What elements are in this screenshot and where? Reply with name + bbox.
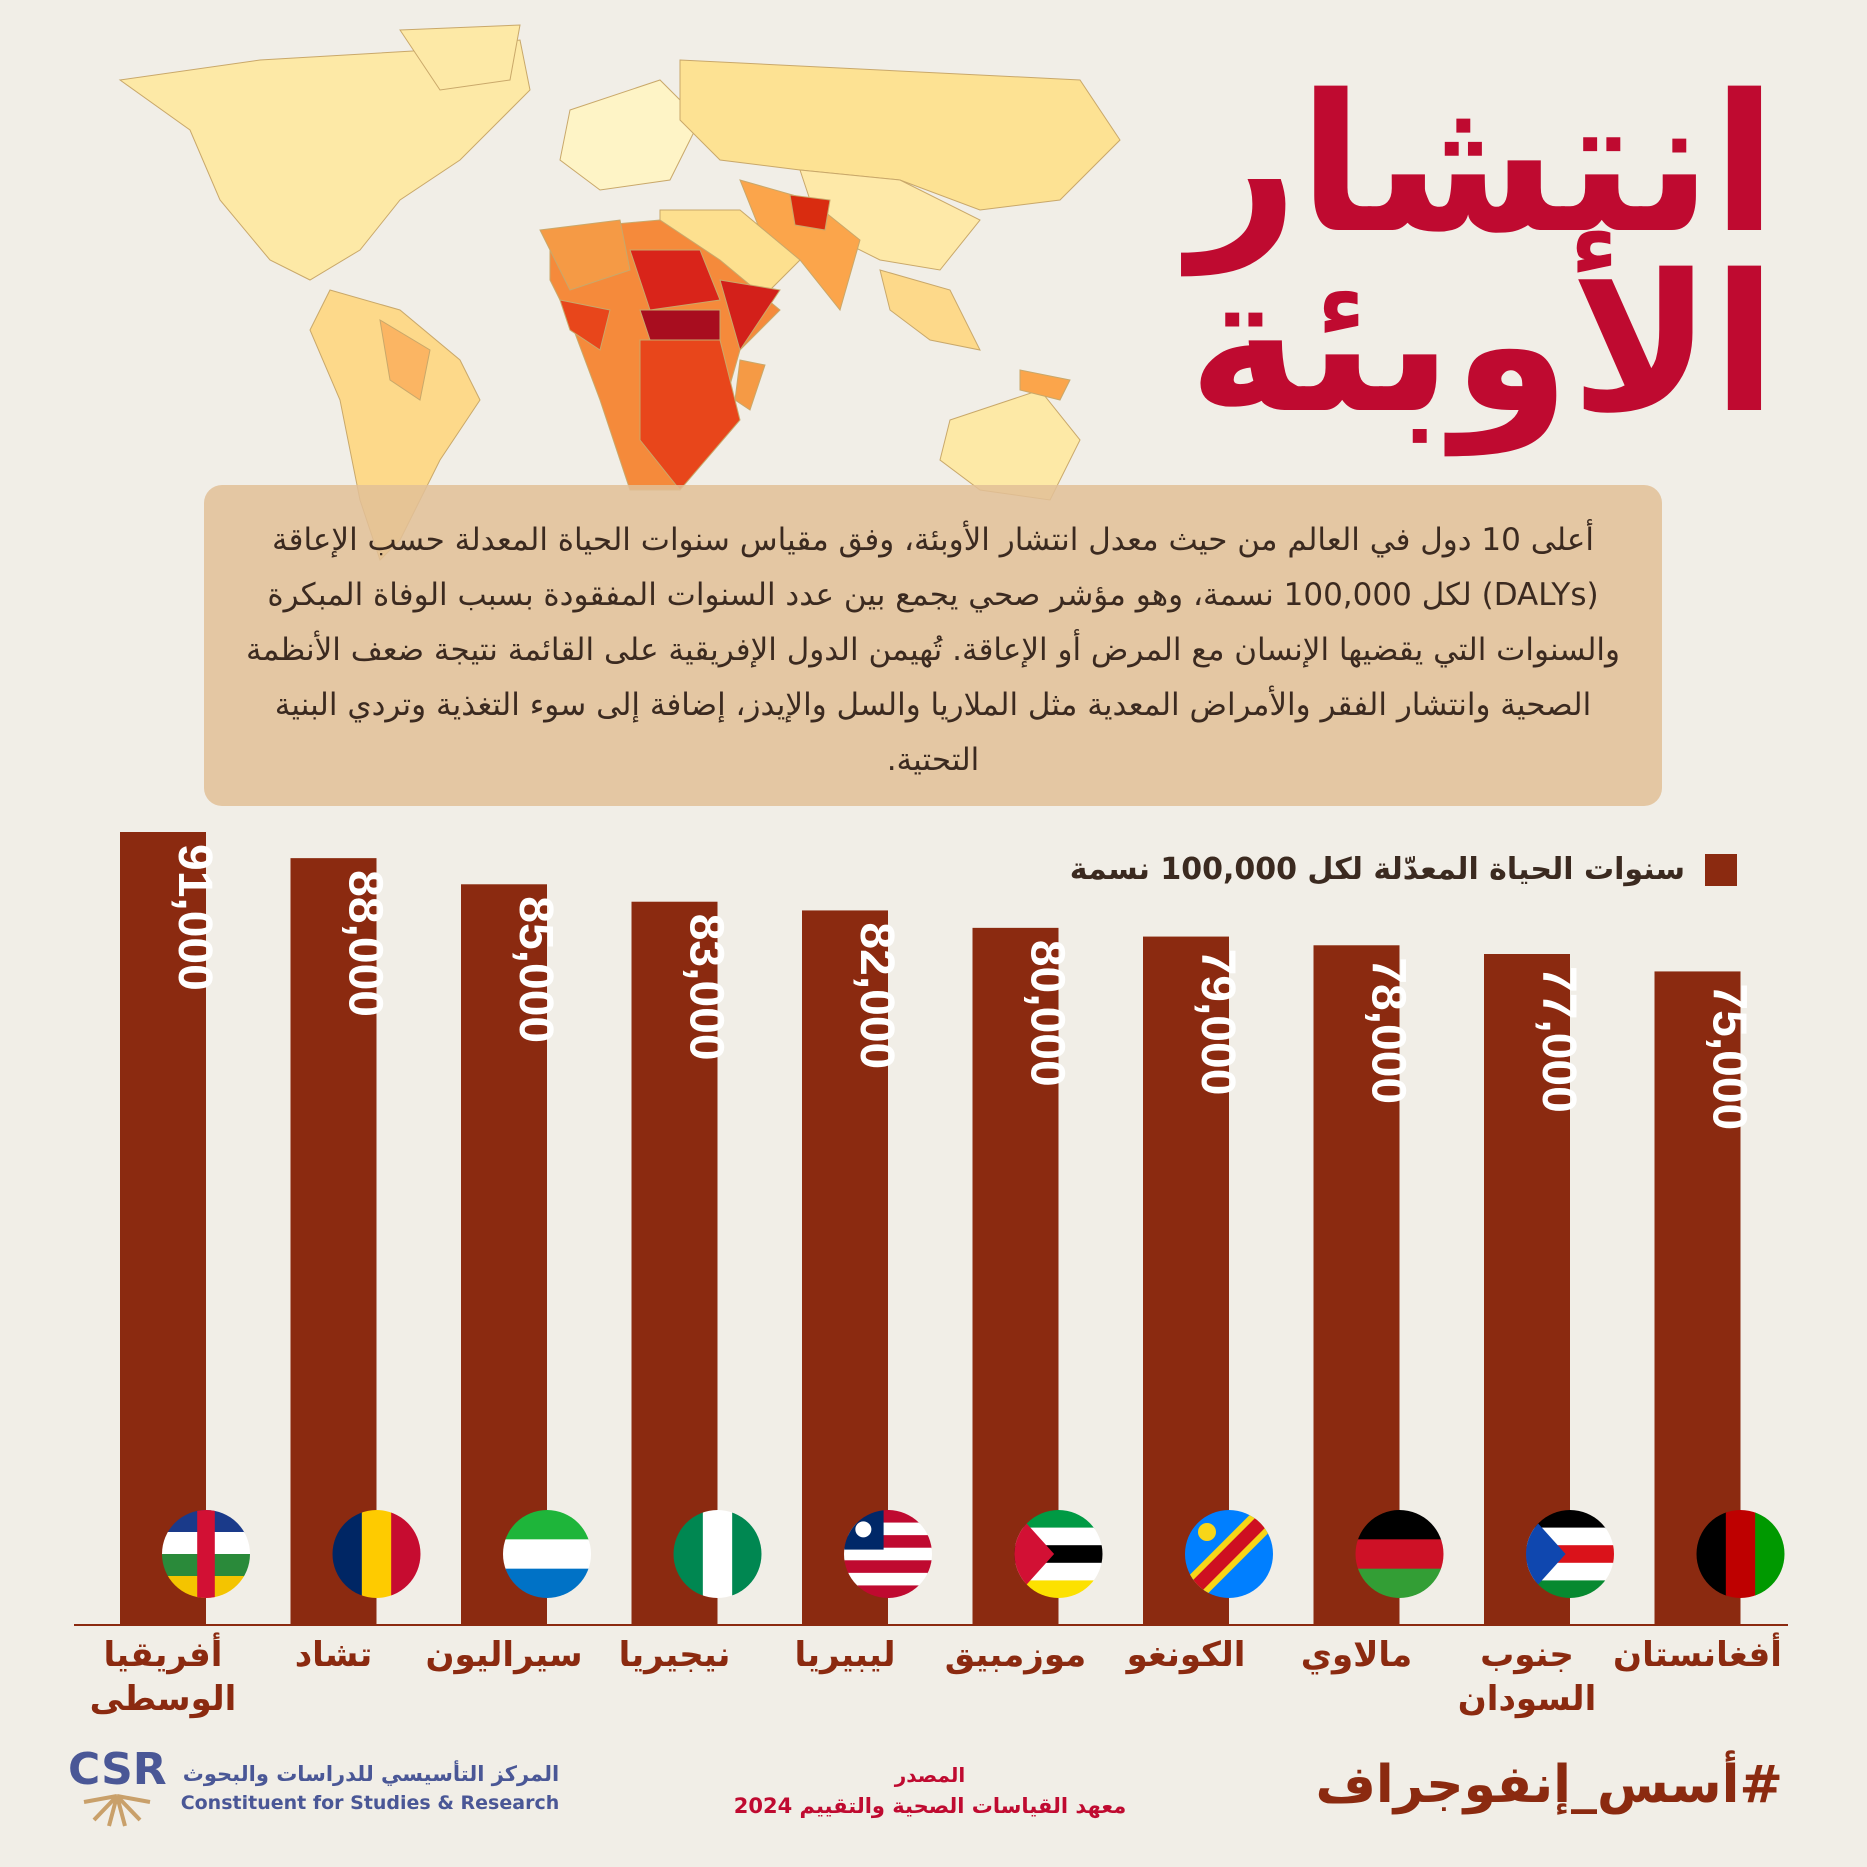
x-tick-label: جنوب السودان — [1457, 1635, 1597, 1719]
org-name-arabic: المركز التأسيسي للدراسات والبحوث — [182, 1762, 560, 1786]
world-map — [118, 24, 1121, 561]
bar-value-label: 75,000 — [1703, 983, 1756, 1130]
bar-value-label: 79,000 — [1191, 949, 1244, 1096]
csr-logo-mark: CSR — [68, 1748, 167, 1828]
bar-value-label: 80,000 — [1021, 940, 1074, 1087]
hashtag: #أسس_إنفوجراف — [1315, 1755, 1783, 1815]
bar-value-label: 82,000 — [850, 922, 903, 1069]
bar — [461, 884, 547, 1625]
source-name: معهد القياسات الصحية والتقييم 2024 — [733, 1794, 1127, 1818]
bar — [1313, 945, 1400, 1625]
bar-value-label: 77,000 — [1532, 966, 1585, 1113]
afghanistan-flag-icon — [1696, 1510, 1785, 1598]
south-sudan-flag-icon — [1526, 1510, 1614, 1598]
x-tick-label: أفغانستان — [1613, 1635, 1782, 1675]
source-label: المصدر — [894, 1763, 966, 1787]
title-line-1: انتشار — [1188, 54, 1777, 275]
logo: CSR المركز التأسيسي للدراسات والبحوث Con… — [68, 1748, 559, 1828]
bar — [631, 901, 718, 1625]
title-line-2: الأوبئة — [1188, 234, 1777, 455]
bar — [290, 858, 377, 1625]
bar-value-label: 83,000 — [680, 914, 733, 1061]
bar — [802, 910, 888, 1625]
x-tick-label: مالاوي — [1300, 1635, 1413, 1675]
x-tick-label: الكونغو — [1126, 1635, 1246, 1675]
bar-value-label: 88,000 — [339, 870, 392, 1017]
x-tick-label: ليبيريا — [794, 1635, 896, 1675]
bar-value-label: 91,000 — [168, 844, 221, 991]
bar-value-label: 78,000 — [1362, 957, 1415, 1104]
nigeria-flag-icon — [673, 1510, 762, 1598]
bar — [972, 927, 1059, 1625]
central-african-republic-flag-icon — [162, 1510, 250, 1598]
legend-label: سنوات الحياة المعدّلة لكل 100,000 نسمة — [1069, 852, 1685, 887]
chad-flag-icon — [332, 1510, 421, 1598]
bar-value-label: 85,000 — [509, 896, 562, 1043]
description-box: أعلى 10 دول في العالم من حيث معدل انتشار… — [204, 485, 1662, 806]
x-tick-label: نيجيريا — [618, 1635, 731, 1675]
dr-congo-flag-icon — [1185, 1510, 1273, 1598]
legend: سنوات الحياة المعدّلة لكل 100,000 نسمة — [1070, 852, 1737, 887]
org-name-english: Constituent for Studies & Research — [180, 1792, 560, 1814]
x-tick-label: سيراليون — [425, 1635, 583, 1675]
x-tick-label: تشاد — [294, 1635, 373, 1675]
bar — [1143, 936, 1229, 1625]
x-tick-label: أفريقيا الوسطى — [89, 1635, 237, 1719]
legend-swatch — [1705, 853, 1737, 886]
x-tick-label: موزمبيق — [944, 1635, 1087, 1675]
bar — [120, 832, 206, 1625]
